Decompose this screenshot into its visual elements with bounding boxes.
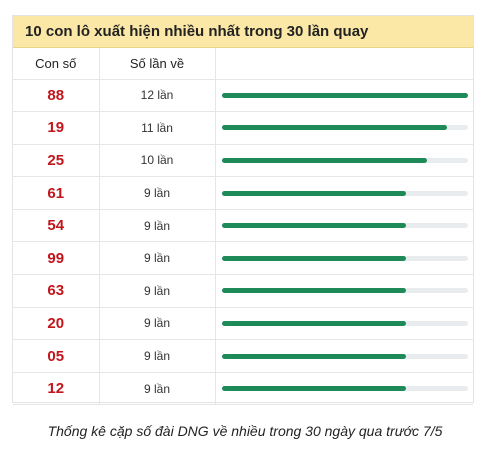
table-row: 20 9 lần — [13, 306, 473, 341]
frequency-bar-track — [221, 320, 468, 326]
occurrence-count: 9 lần — [98, 274, 216, 308]
lottery-number: 25 — [13, 143, 100, 178]
frequency-bar-cell — [214, 241, 473, 276]
occurrence-count: 9 lần — [98, 306, 216, 341]
frequency-bar-cell — [214, 339, 473, 373]
table-row: 88 12 lần — [13, 78, 473, 113]
occurrence-count: 9 lần — [98, 176, 216, 210]
frequency-bar-fill — [221, 190, 407, 196]
lottery-number: 88 — [13, 78, 100, 113]
frequency-bar-track — [221, 353, 468, 359]
lottery-number: 20 — [13, 306, 100, 341]
table-header-row: Con số Số lần về — [13, 48, 473, 80]
table-row: 61 9 lần — [13, 176, 473, 210]
frequency-bar-track — [221, 255, 468, 261]
occurrence-count: 10 lần — [98, 143, 216, 178]
table-row: 19 11 lần — [13, 111, 473, 145]
frequency-bar-track — [221, 386, 468, 392]
occurrence-count: 9 lần — [98, 339, 216, 373]
table-row: 63 9 lần — [13, 274, 473, 308]
frequency-bar-fill — [221, 320, 407, 326]
column-header-number: Con số — [13, 48, 100, 80]
frequency-bar-fill — [221, 223, 407, 229]
frequency-bar-track — [221, 92, 468, 98]
frequency-bar-track — [221, 190, 468, 196]
frequency-bar-cell — [214, 176, 473, 210]
lottery-number: 61 — [13, 176, 100, 210]
column-header-count: Số lần về — [98, 48, 216, 80]
column-header-bar — [214, 48, 473, 80]
table-row: 05 9 lần — [13, 339, 473, 373]
frequency-bar-cell — [214, 78, 473, 113]
lottery-number: 63 — [13, 274, 100, 308]
frequency-bar-fill — [221, 288, 407, 294]
frequency-bar-track — [221, 288, 468, 294]
occurrence-count: 9 lần — [98, 371, 216, 406]
frequency-bar-cell — [214, 143, 473, 178]
occurrence-count: 9 lần — [98, 241, 216, 276]
chart-caption: Thống kê cặp số đài DNG về nhiều trong 3… — [47, 423, 443, 439]
table-row: 99 9 lần — [13, 241, 473, 276]
table-row: 54 9 lần — [13, 208, 473, 243]
stats-panel: 10 con lô xuất hiện nhiều nhất trong 30 … — [12, 15, 474, 406]
panel-title: 10 con lô xuất hiện nhiều nhất trong 30 … — [13, 16, 473, 48]
lottery-number: 99 — [13, 241, 100, 276]
table-row: 25 10 lần — [13, 143, 473, 178]
frequency-bar-cell — [214, 371, 473, 406]
frequency-table: Con số Số lần về 88 12 lần 19 11 lần 25 10 lầ… — [13, 48, 473, 406]
frequency-bar-track — [221, 157, 468, 163]
frequency-bar-fill — [221, 92, 468, 98]
lottery-number: 12 — [13, 371, 100, 406]
frequency-bar-track — [221, 223, 468, 229]
occurrence-count: 9 lần — [98, 208, 216, 243]
frequency-bar-cell — [214, 208, 473, 243]
frequency-bar-fill — [221, 353, 407, 359]
occurrence-count: 11 lần — [98, 111, 216, 145]
frequency-bar-cell — [214, 306, 473, 341]
frequency-bar-cell — [214, 111, 473, 145]
frequency-bar-fill — [221, 255, 407, 261]
lottery-number: 19 — [13, 111, 100, 145]
lottery-number: 05 — [13, 339, 100, 373]
frequency-bar-cell — [214, 274, 473, 308]
frequency-bar-fill — [221, 386, 407, 392]
table-row: 12 9 lần — [13, 371, 473, 406]
lottery-number: 54 — [13, 208, 100, 243]
frequency-bar-fill — [221, 157, 427, 163]
frequency-bar-fill — [221, 125, 448, 131]
occurrence-count: 12 lần — [98, 78, 216, 113]
frequency-bar-track — [221, 125, 468, 131]
